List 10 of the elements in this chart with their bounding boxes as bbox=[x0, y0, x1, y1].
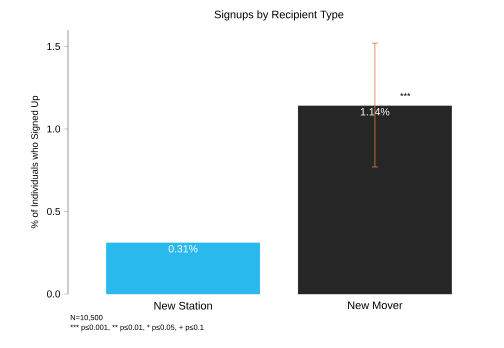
y-tick-label: 0.0 bbox=[47, 290, 60, 298]
chart-title: Signups by Recipient Type bbox=[214, 10, 344, 20]
data-label: 0.31% bbox=[168, 245, 198, 252]
x-tick-label: New Station bbox=[154, 302, 212, 310]
y-tick-label: 0.5 bbox=[47, 208, 60, 216]
y-axis-title: % of Individuals who Signed Up bbox=[30, 96, 40, 228]
annotation: *** bbox=[400, 92, 410, 96]
x-tick-label: New Mover bbox=[348, 302, 402, 310]
y-tick-label: 1.0 bbox=[47, 125, 60, 133]
y-tick-label: 1.5 bbox=[47, 43, 60, 50]
